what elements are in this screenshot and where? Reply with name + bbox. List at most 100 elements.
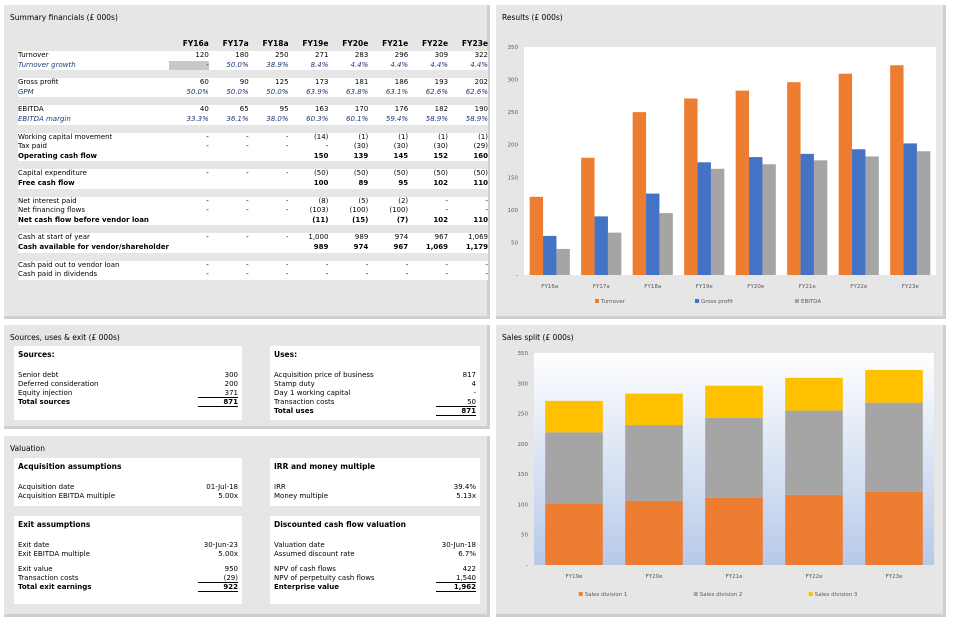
results-chart-panel: Results (£ 000s) - 50 100 150 200 250 300 350 FY… (496, 5, 946, 319)
cell-cash-paid-out-to-vendor-loan-fy19e: - (288, 260, 329, 271)
y-tick-label: 100 (518, 502, 529, 508)
cell-turnover-fy22e: 309 (408, 51, 449, 61)
bar-sales-division-1-fy23e (865, 491, 923, 565)
bar-sales-division-3-fy20e (625, 393, 683, 426)
cell-cash-paid-out-to-vendor-loan-fy23e: - (448, 260, 488, 271)
row-label: Net cash flow before vendor loan (18, 215, 169, 226)
exit-heading: Exit assumptions (18, 520, 91, 529)
cell-gross-profit-fy20e: 181 (328, 78, 369, 88)
irr-block: IRR and money multiple IRR 39.4% Money mul… (270, 458, 480, 506)
year-header-fy17a: FY17a (222, 39, 249, 49)
cell-working-capital-movement-fy20e: (1) (328, 132, 369, 143)
cell-cash-available-for-vendor-shareholder-fy16a (168, 242, 209, 253)
cell-cash-available-for-vendor-shareholder-fy22e: 1,069 (408, 242, 449, 253)
row-npv-of-perpetuity-cash-flows: NPV of perpetuity cash flows 1,540 (274, 574, 476, 583)
cell-gpm-fy22e: 62.6% (408, 87, 449, 98)
summary-financials-table: FY16a FY17a FY18a FY19e FY20e FY21e FY22e FY23e… (18, 37, 488, 280)
row-value: 30-Jun-23 (203, 541, 238, 549)
row-label: Working capital movement (18, 132, 169, 143)
cell-gross-profit-fy22e: 193 (408, 78, 449, 88)
cell-cash-paid-out-to-vendor-loan-fy17a: - (208, 260, 249, 271)
cell-ebitda-margin-fy19e: 60.3% (288, 114, 329, 125)
cell-gross-profit-fy21e: 186 (368, 78, 409, 88)
bar-ebitda-fy16a (556, 248, 570, 275)
row-label: Acquisition price of business (274, 371, 374, 379)
legend-swatch-sales-division-2 (693, 592, 698, 596)
cell-cash-paid-in-dividends-fy19e: - (288, 270, 329, 280)
legend-label-sales-division-1: Sales division 1 (585, 592, 628, 598)
x-tick-label: FY22e (850, 284, 868, 290)
y-tick-label: 250 (518, 412, 529, 418)
cell-capital-expenditure-fy16a: - (168, 169, 209, 179)
cell-gpm-fy16a: 50.0% (168, 87, 209, 98)
total-total-sources: Total sources 871 (18, 398, 238, 407)
bar-ebitda-fy17a (607, 232, 622, 275)
row-operating-cash-flow: Operating cash flow 150 139 145 152 160 (18, 151, 488, 162)
legend-label-turnover: Turnover (600, 299, 626, 305)
row-acquisition-price-of-business: Acquisition price of business 817 (274, 371, 476, 380)
cell-ebitda-fy18a: 95 (248, 105, 289, 115)
cell-free-cash-flow-fy19e: 100 (288, 178, 329, 189)
bar-ebitda-fy23e (916, 151, 931, 275)
cell-tax-paid-fy17a: - (208, 142, 249, 152)
cell-cash-at-start-of-year-fy18a: - (248, 233, 289, 243)
bar-turnover-fy17a (581, 157, 595, 275)
bar-sales-division-3-fy19e (545, 400, 603, 433)
row-label: Transaction costs (274, 398, 335, 406)
row-label: Operating cash flow (18, 151, 169, 162)
row-tax-paid: Tax paid - - - - (30) (30) (30) (29) (18, 142, 488, 152)
row-free-cash-flow: Free cash flow 100 89 95 102 110 (18, 178, 488, 189)
bar-gross-profit-fy17a (594, 216, 608, 275)
row-label: Net interest paid (18, 196, 169, 207)
y-tick-label: 200 (508, 143, 519, 149)
sources-heading: Sources: (18, 350, 55, 359)
row-label: Tax paid (18, 142, 169, 152)
cell-net-financing-flows-fy21e: (100) (368, 206, 409, 216)
row-spacer (18, 225, 488, 234)
row-label: Cash at start of year (18, 233, 169, 243)
year-header-fy21e: FY21e (382, 39, 409, 49)
bar-gross-profit-fy18a (646, 193, 660, 275)
cell-ebitda-margin-fy18a: 38.0% (248, 114, 289, 125)
cell-capital-expenditure-fy23e: (50) (448, 169, 488, 179)
cell-operating-cash-flow-fy18a (248, 151, 289, 162)
row-gpm: GPM 50.0% 50.0% 50.0% 63.9% 63.8% 63.1% 62.6% 62… (18, 87, 488, 98)
row-value: 39.4% (453, 483, 476, 491)
row-cash-available-for-vendor-shareholder: Cash available for vendor/shareholder 989… (18, 242, 488, 253)
x-tick-label: FY21e (799, 284, 817, 290)
row-value: 5.13x (456, 492, 476, 500)
row-label: Day 1 working capital (274, 389, 351, 397)
row-turnover: Turnover 120 180 250 271 283 296 309 322 (18, 51, 488, 61)
x-tick-label: FY18a (644, 284, 661, 290)
cell-working-capital-movement-fy18a: - (248, 132, 289, 143)
cell-gross-profit-fy19e: 173 (288, 78, 329, 88)
cell-turnover-fy19e: 271 (288, 51, 329, 61)
cell-tax-paid-fy19e: - (288, 142, 329, 152)
y-tick-label: 150 (508, 175, 519, 181)
row-acquisition-date: Acquisition date 01-Jul-18 (18, 483, 238, 492)
bar-sales-division-2-fy20e (625, 425, 683, 501)
cell-turnover-growth-fy18a: 38.9% (248, 60, 289, 71)
bar-sales-division-3-fy23e (865, 369, 923, 403)
bar-ebitda-fy20e (762, 164, 776, 275)
row-capital-expenditure: Capital expenditure - - - (50) (50) (50) (50) (5… (18, 169, 488, 179)
bar-turnover-fy22e (838, 73, 853, 275)
row-deferred-consideration: Deferred consideration 200 (18, 380, 238, 389)
row-transaction-costs: Transaction costs (29) (18, 574, 238, 583)
exit-assumptions-block: Exit assumptions Exit date 30-Jun-23 Exit … (14, 516, 242, 604)
bar-sales-division-3-fy22e (785, 377, 843, 411)
cell-tax-paid-fy18a: - (248, 142, 289, 152)
row-spacer (18, 252, 488, 261)
row-value: 6.7% (458, 550, 476, 558)
row-cash-paid-out-to-vendor-loan: Cash paid out to vendor loan - - - - - - - - (18, 260, 488, 271)
row-label: Senior debt (18, 371, 59, 379)
bar-ebitda-fy19e (710, 168, 725, 275)
cell-cash-paid-in-dividends-fy17a: - (208, 270, 249, 280)
cell-ebitda-fy22e: 182 (408, 105, 449, 115)
cell-cash-paid-in-dividends-fy20e: - (328, 270, 369, 280)
legend-swatch-sales-division-1 (578, 592, 583, 596)
uses-heading: Uses: (274, 350, 298, 359)
cell-net-interest-paid-fy17a: - (208, 196, 249, 207)
cell-free-cash-flow-fy23e: 110 (448, 178, 488, 189)
cell-net-cash-flow-before-vendor-loan-fy21e: (7) (368, 215, 409, 226)
